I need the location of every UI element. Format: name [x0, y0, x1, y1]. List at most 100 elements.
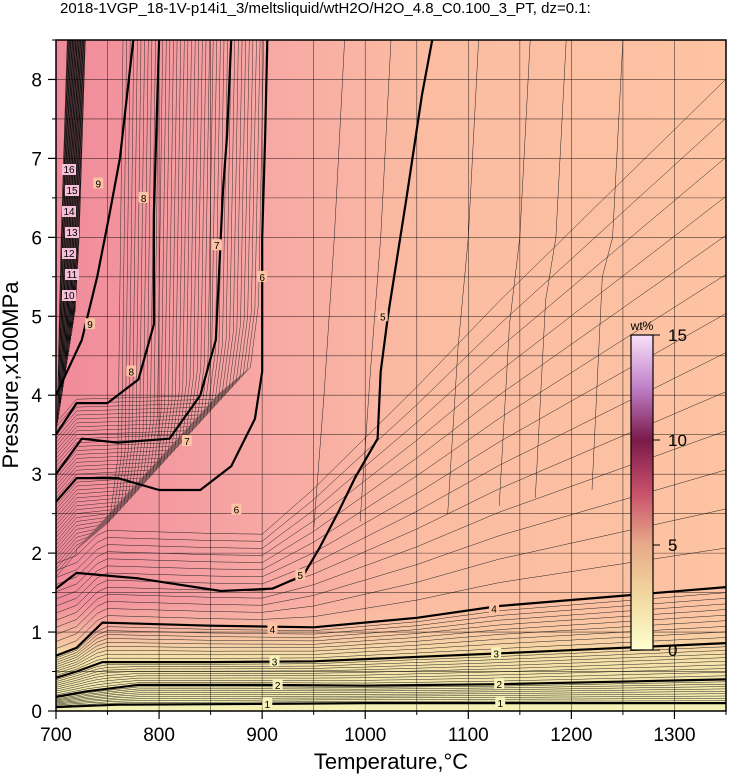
contour-label-bg — [138, 191, 149, 203]
thin-contour — [56, 78, 726, 564]
y-tick-label: 1 — [31, 623, 42, 644]
thin-contour — [56, 40, 196, 499]
thin-contour — [56, 691, 726, 703]
plot-background — [56, 40, 726, 711]
thin-contour — [56, 40, 189, 506]
thin-contour — [56, 40, 181, 514]
contour-label-bg — [272, 678, 283, 690]
colorbar-unit-label: wt% — [630, 319, 654, 333]
contour-label: 4 — [491, 604, 497, 615]
thin-contour — [56, 40, 124, 577]
contour-line-4 — [56, 586, 726, 657]
thin-contour — [447, 40, 479, 514]
contour-label-bg — [494, 678, 505, 690]
x-tick-label: 900 — [246, 725, 278, 746]
thin-contour — [56, 603, 726, 663]
contour-label-bg — [93, 177, 104, 189]
thin-contour — [56, 40, 142, 558]
contour-label-bg — [491, 647, 502, 659]
thin-contour — [56, 683, 726, 700]
thin-contour — [56, 40, 153, 546]
thin-contour — [56, 40, 149, 550]
grid-lines — [55, 39, 727, 712]
thin-contour — [56, 40, 131, 570]
thin-contour — [56, 547, 726, 649]
contour-label-bg — [62, 290, 76, 301]
colorbar: wt% 0 5 10 15 — [630, 319, 687, 660]
contour-label: 12 — [63, 249, 75, 260]
contour-label-bg — [211, 239, 222, 251]
y-axis-label: Pressure,x100MPa — [0, 281, 23, 469]
thin-contour — [56, 40, 243, 447]
colorbar-tick-label: 0 — [668, 641, 677, 660]
thin-contour — [56, 391, 726, 621]
contour-label: 16 — [63, 165, 75, 176]
thin-contour — [56, 653, 726, 684]
thin-contour — [56, 40, 228, 463]
contour-label: 7 — [184, 437, 190, 448]
colorbar-ticks: 0 5 10 15 — [653, 326, 687, 660]
contour-label-bg — [65, 185, 79, 196]
thin-contour — [56, 620, 726, 670]
contour-label: 14 — [63, 207, 75, 218]
thin-contour — [56, 313, 726, 607]
contour-label-bg — [295, 569, 306, 581]
contour-line-5 — [56, 40, 434, 593]
contour-label: 2 — [496, 680, 502, 691]
x-tick-label: 800 — [143, 725, 175, 746]
thin-contour — [56, 157, 726, 578]
thin-contour — [56, 469, 726, 635]
thin-contour — [56, 700, 726, 707]
x-axis: 700 800 900 1000 1100 1200 1300 — [40, 711, 727, 746]
contour-line-6 — [56, 40, 269, 503]
thin-contour — [56, 626, 726, 672]
thin-contour — [56, 40, 178, 518]
thin-contour — [56, 40, 225, 467]
thin-contour — [56, 671, 726, 694]
major-contour-lines — [56, 40, 726, 709]
contour-label-bg — [231, 503, 242, 515]
thin-contour — [56, 695, 726, 705]
contour-label-bg — [65, 269, 79, 280]
thin-contour — [56, 650, 726, 682]
contour-label: 11 — [67, 270, 78, 281]
thin-contour — [56, 40, 239, 451]
x-tick-label: 1200 — [550, 725, 592, 746]
thin-contour — [56, 592, 726, 659]
contour-label: 6 — [234, 506, 240, 517]
thin-contour — [56, 40, 264, 424]
thin-contour — [56, 693, 726, 704]
thin-contour — [56, 40, 254, 435]
thin-contour — [56, 40, 207, 487]
thin-contour — [56, 681, 726, 699]
plot-frame — [55, 39, 727, 712]
contour-label-bg — [62, 248, 76, 259]
y-tick-label: 8 — [31, 70, 42, 91]
thin-contour — [56, 118, 726, 571]
chart-title: 2018-1VGP_18-1V-p14i1_3/meltsliquid/wtH2… — [60, 0, 591, 17]
contour-label: 5 — [298, 571, 304, 582]
contour-label: 5 — [380, 312, 386, 323]
contour-label: 9 — [95, 180, 101, 191]
contour-label: 8 — [128, 368, 134, 379]
contour-label-bg — [181, 435, 192, 447]
thin-contour — [56, 631, 726, 674]
thin-contour — [56, 40, 174, 522]
thin-contour — [56, 430, 726, 628]
contour-label-bg — [62, 206, 76, 217]
contour-label-bg — [377, 310, 388, 322]
thin-contour — [56, 688, 726, 702]
contour-label-bg — [267, 622, 278, 634]
contour-label: 8 — [141, 194, 147, 205]
contour-label: 3 — [272, 657, 278, 668]
thin-contour — [56, 40, 156, 542]
contour-label-bg — [257, 270, 268, 282]
colorbar-tick-label: 15 — [668, 326, 687, 345]
thin-contour — [498, 40, 531, 506]
contour-label: 2 — [275, 681, 281, 692]
contour-label: 4 — [270, 625, 276, 636]
contour-label: 3 — [493, 649, 499, 660]
thin-contour — [56, 664, 726, 690]
